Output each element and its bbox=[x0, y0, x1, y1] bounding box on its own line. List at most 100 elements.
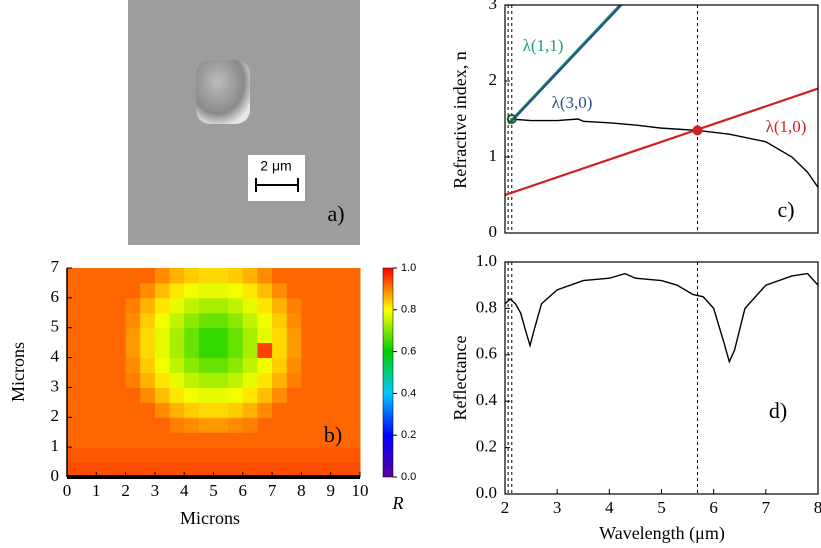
heatmap-cell bbox=[316, 447, 332, 463]
x-axis-label: Wavelength (μm) bbox=[599, 523, 725, 544]
heatmap-cell bbox=[154, 312, 171, 329]
heatmap-cell bbox=[301, 312, 317, 329]
heatmap-cell bbox=[330, 297, 346, 314]
heatmap-cell bbox=[316, 462, 332, 478]
heatmap-cell bbox=[345, 387, 361, 403]
heatmap-cell bbox=[81, 432, 97, 448]
heatmap-cell bbox=[184, 462, 200, 478]
heatmap-cell bbox=[286, 387, 302, 403]
heatmap-cell bbox=[81, 402, 97, 418]
heatmap-cell bbox=[67, 417, 83, 433]
heatmap-cell bbox=[125, 342, 141, 359]
heatmap-cell bbox=[125, 268, 141, 284]
heatmap-cell bbox=[242, 387, 258, 403]
heatmap-cell bbox=[81, 282, 97, 299]
data-line bbox=[510, 118, 818, 188]
heatmap-cell bbox=[330, 402, 346, 418]
heatmap-cell bbox=[330, 342, 346, 359]
plot-frame bbox=[504, 4, 819, 234]
heatmap-cell bbox=[286, 432, 302, 448]
heatmap-cell bbox=[330, 387, 346, 403]
heatmap-cell bbox=[316, 387, 332, 403]
y-tick-label: 3 bbox=[51, 376, 60, 395]
heatmap-cell bbox=[154, 462, 171, 478]
x-tick-label: 8 bbox=[297, 481, 306, 500]
heatmap-cell bbox=[140, 432, 156, 448]
heatmap-cell bbox=[169, 432, 185, 448]
heatmap-cell bbox=[96, 417, 112, 433]
heatmap-cell bbox=[213, 327, 229, 344]
heatmap-cell bbox=[154, 372, 171, 388]
colorbar-tick-label: 0.2 bbox=[401, 429, 416, 441]
heatmap-cell bbox=[272, 432, 288, 448]
heatmap-cell bbox=[110, 387, 127, 403]
heatmap-cell bbox=[286, 357, 302, 373]
heatmap-cell bbox=[257, 312, 273, 329]
heatmap-cell bbox=[345, 357, 361, 373]
heatmap-cell bbox=[67, 357, 83, 373]
heatmap-cell bbox=[154, 417, 171, 433]
y-tick-label: 0 bbox=[489, 222, 498, 241]
heatmap-cell bbox=[110, 268, 127, 284]
y-tick-label: 0.6 bbox=[476, 344, 497, 363]
panel-label: d) bbox=[769, 398, 787, 423]
heatmap-cell bbox=[169, 417, 185, 433]
heatmap-cell bbox=[110, 327, 127, 344]
heatmap-cell bbox=[272, 462, 288, 478]
heatmap-cell bbox=[110, 282, 127, 299]
heatmap-cell bbox=[96, 372, 112, 388]
y-tick-label: 4 bbox=[51, 346, 60, 365]
heatmap-cell bbox=[154, 268, 171, 284]
heatmap-cell bbox=[81, 372, 97, 388]
x-tick-label: 10 bbox=[352, 481, 369, 500]
heatmap-cell bbox=[169, 327, 185, 344]
heatmap-cell bbox=[96, 432, 112, 448]
heatmap-cell bbox=[140, 312, 156, 329]
heatmap-cell bbox=[125, 462, 141, 478]
heatmap-cell bbox=[125, 402, 141, 418]
heatmap-cell bbox=[257, 282, 273, 299]
heatmap-cell bbox=[154, 447, 171, 463]
y-tick-label: 2 bbox=[489, 70, 498, 89]
y-tick-label: 1 bbox=[51, 436, 60, 455]
heatmap-cell bbox=[345, 462, 361, 478]
y-tick-label: 0.4 bbox=[476, 390, 498, 409]
heatmap-cell bbox=[198, 372, 214, 388]
heatmap-cell bbox=[228, 387, 244, 403]
heatmap-cell bbox=[345, 432, 361, 448]
heatmap-cell bbox=[154, 387, 171, 403]
heatmap-cell bbox=[110, 417, 127, 433]
heatmap-cell bbox=[96, 357, 112, 373]
heatmap-cell bbox=[96, 268, 112, 284]
heatmap-cell bbox=[330, 282, 346, 299]
heatmap-cell bbox=[345, 447, 361, 463]
x-tick-label: 7 bbox=[762, 498, 771, 517]
heatmap-cell bbox=[345, 312, 361, 329]
heatmap-cell bbox=[228, 268, 244, 284]
heatmap-cell bbox=[301, 402, 317, 418]
heatmap-cell bbox=[169, 342, 185, 359]
heatmap-cell bbox=[169, 282, 185, 299]
x-tick-label: 3 bbox=[151, 481, 160, 500]
heatmap-cell bbox=[154, 282, 171, 299]
heatmap-cell bbox=[242, 462, 258, 478]
heatmap-cell bbox=[154, 357, 171, 373]
heatmap-cell bbox=[125, 282, 141, 299]
heatmap-cell bbox=[169, 312, 185, 329]
marker bbox=[506, 114, 517, 124]
heatmap-cell bbox=[154, 432, 171, 448]
heatmap-cell bbox=[242, 357, 258, 373]
heatmap-cell bbox=[81, 268, 97, 284]
heatmap-cell bbox=[242, 297, 258, 314]
heatmap-cell bbox=[198, 297, 214, 314]
heatmap-cell bbox=[301, 387, 317, 403]
heatmap-cell bbox=[81, 327, 97, 344]
heatmap-cell bbox=[125, 312, 141, 329]
heatmap-cell bbox=[110, 432, 127, 448]
data-line bbox=[509, 5, 623, 124]
x-tick-label: 2 bbox=[501, 498, 510, 517]
x-tick-label: 0 bbox=[63, 481, 72, 500]
heatmap-cell bbox=[286, 402, 302, 418]
heatmap-cell bbox=[286, 462, 302, 478]
heatmap-cell bbox=[257, 402, 273, 418]
